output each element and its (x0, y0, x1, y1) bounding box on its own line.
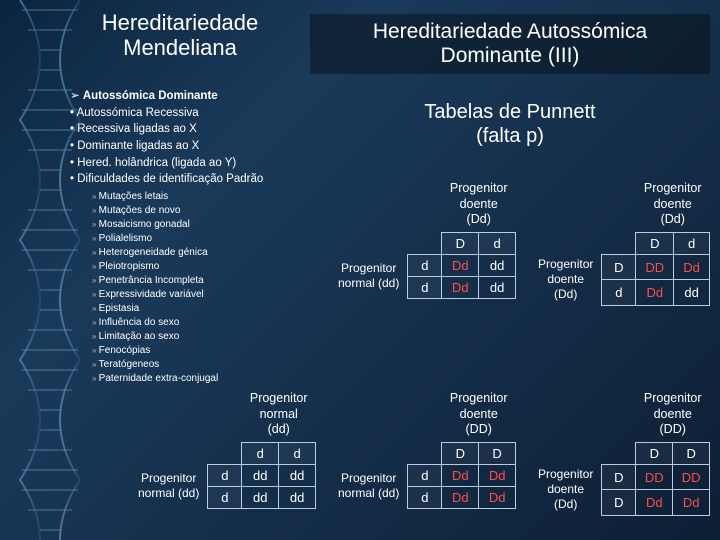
t5-c21: Dd (636, 490, 673, 516)
t3-row-header: Progenitor normal (dd) (138, 471, 199, 501)
t5-c12: DD (673, 464, 710, 490)
list-item: Hered. holândrica (ligada ao Y) (70, 155, 300, 172)
sub-item: Heterogeneidade génica (92, 246, 300, 260)
t5-c11: DD (636, 464, 673, 490)
list-main-item-label: Autossómica Dominante (83, 90, 218, 102)
t3-col-b: d (279, 442, 316, 464)
t5-row-header: Progenitor doente (Dd) (538, 467, 593, 512)
t4-c11: Dd (442, 464, 479, 486)
sidebar-title-l2: Mendeliana (123, 35, 237, 60)
sub-list: Mutações letais Mutações de novo Mosaici… (92, 190, 300, 386)
list-item: Autossómica Recessiva (70, 105, 300, 122)
t4-row-b: d (408, 486, 442, 508)
punnett-t5: Progenitor doente (DD) D D Progenitor do… (530, 388, 710, 516)
t4-row-header: Progenitor normal (dd) (338, 471, 399, 501)
sub-item: Penetrância Incompleta (92, 274, 300, 288)
t5-row-b: D (602, 490, 636, 516)
punnett-table: Progenitor doente (DD) D D Progenitor do… (530, 388, 710, 516)
t4-c12: Dd (479, 464, 516, 486)
punnett-t4: Progenitor doente (DD) D D Progenitor no… (330, 388, 516, 509)
t4-col-a: D (442, 442, 479, 464)
t4-c21: Dd (442, 486, 479, 508)
list-item: Dominante ligadas ao X (70, 138, 300, 155)
sub-item: Mutações de novo (92, 204, 300, 218)
punnett-table: Progenitor normal (dd) d d Progenitor no… (130, 388, 316, 509)
t5-c22: Dd (673, 490, 710, 516)
sub-item: Epistasia (92, 302, 300, 316)
t3-row-a: d (208, 464, 242, 486)
t3-c22: dd (279, 486, 316, 508)
sub-item: Pleiotropismo (92, 260, 300, 274)
t3-row-b: d (208, 486, 242, 508)
sub-item: Mutações letais (92, 190, 300, 204)
t3-c11: dd (242, 464, 279, 486)
sidebar-title: Hereditariedade Mendeliana (70, 10, 290, 61)
t3-col-a: d (242, 442, 279, 464)
list-main-item: Autossómica Dominante (70, 88, 300, 105)
t5-col-b: D (673, 442, 710, 464)
t3-c12: dd (279, 464, 316, 486)
t5-col-header: Progenitor doente (DD) (644, 391, 702, 438)
sub-item: Influência do sexo (92, 316, 300, 330)
main-title: Hereditariedade Autossómica Dominante (I… (310, 14, 710, 74)
t5-row-a: D (602, 464, 636, 490)
sub-item: Teratógeneos (92, 358, 300, 372)
sub-item: Paternidade extra-conjugal (92, 372, 300, 386)
t4-c22: Dd (479, 486, 516, 508)
punnett-table: Progenitor doente (DD) D D Progenitor no… (330, 388, 516, 509)
sub-item: Fenocópias (92, 344, 300, 358)
punnett-t3: Progenitor normal (dd) d d Progenitor no… (130, 388, 316, 509)
sub-item: Mosaicismo gonadal (92, 218, 300, 232)
t4-col-header: Progenitor doente (DD) (450, 391, 508, 438)
sub-item: Limitação ao sexo (92, 330, 300, 344)
list-item: Recessiva ligadas ao X (70, 121, 300, 138)
sub-item: Expressividade variável (92, 288, 300, 302)
sidebar-title-l1: Hereditariedade (102, 10, 259, 35)
t4-row-a: d (408, 464, 442, 486)
t3-col-header: Progenitor normal (dd) (250, 391, 308, 438)
topic-list: Autossómica Dominante Autossómica Recess… (70, 88, 300, 386)
t4-col-b: D (479, 442, 516, 464)
t5-col-a: D (636, 442, 673, 464)
t3-c21: dd (242, 486, 279, 508)
sub-item: Polialelismo (92, 232, 300, 246)
list-item: Dificuldades de identificação Padrão (70, 171, 300, 188)
